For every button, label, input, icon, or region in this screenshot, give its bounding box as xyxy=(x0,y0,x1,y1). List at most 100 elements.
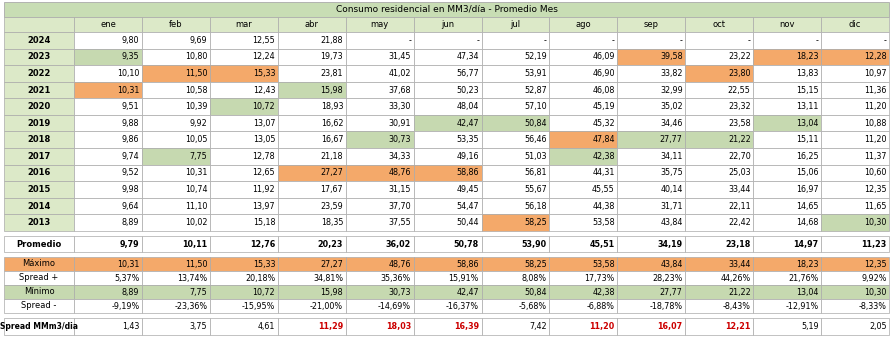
Text: 19,73: 19,73 xyxy=(321,52,343,61)
Bar xyxy=(549,115,617,131)
Text: 13,97: 13,97 xyxy=(253,202,275,211)
Bar xyxy=(210,131,278,148)
Bar xyxy=(210,49,278,65)
Text: 11,20: 11,20 xyxy=(864,135,887,144)
Bar xyxy=(4,181,74,198)
Text: 53,90: 53,90 xyxy=(522,240,547,248)
Bar xyxy=(210,198,278,214)
Bar xyxy=(821,318,889,335)
Bar xyxy=(413,198,481,214)
Bar xyxy=(753,49,821,65)
Bar xyxy=(210,65,278,82)
Text: 50,84: 50,84 xyxy=(524,119,547,128)
Text: -: - xyxy=(408,36,411,45)
Bar xyxy=(821,65,889,82)
Text: 41,02: 41,02 xyxy=(388,69,411,78)
Bar xyxy=(210,17,278,32)
Bar xyxy=(210,271,278,285)
Bar xyxy=(346,148,413,165)
Text: 57,10: 57,10 xyxy=(524,102,547,111)
Bar xyxy=(753,214,821,231)
Bar xyxy=(346,131,413,148)
Bar xyxy=(481,49,549,65)
Text: 44,31: 44,31 xyxy=(592,168,615,178)
Text: 3,75: 3,75 xyxy=(189,322,207,331)
Bar xyxy=(753,115,821,131)
Text: 52,87: 52,87 xyxy=(524,86,547,95)
Text: 7,75: 7,75 xyxy=(189,152,207,161)
Bar xyxy=(413,98,481,115)
Bar xyxy=(278,181,346,198)
Text: 8,89: 8,89 xyxy=(122,287,139,297)
Text: 56,46: 56,46 xyxy=(524,135,547,144)
Text: 32,99: 32,99 xyxy=(660,86,683,95)
Bar xyxy=(753,65,821,82)
Bar xyxy=(346,115,413,131)
Text: 30,73: 30,73 xyxy=(388,135,411,144)
Text: -: - xyxy=(884,36,887,45)
Bar xyxy=(4,32,74,49)
Bar xyxy=(346,236,413,252)
Text: 2015: 2015 xyxy=(28,185,51,194)
Bar xyxy=(210,285,278,299)
Bar xyxy=(278,236,346,252)
Text: 56,18: 56,18 xyxy=(524,202,547,211)
Text: 2021: 2021 xyxy=(28,86,51,95)
Text: 34,19: 34,19 xyxy=(657,240,683,248)
Text: 33,44: 33,44 xyxy=(729,259,751,269)
Bar xyxy=(685,49,753,65)
Bar xyxy=(413,214,481,231)
Text: 34,33: 34,33 xyxy=(388,152,411,161)
Bar xyxy=(278,32,346,49)
Bar xyxy=(753,236,821,252)
Text: 11,50: 11,50 xyxy=(185,69,207,78)
Bar xyxy=(413,299,481,313)
Bar xyxy=(74,299,142,313)
Text: 28,23%: 28,23% xyxy=(653,274,683,282)
Bar xyxy=(346,17,413,32)
Text: 50,44: 50,44 xyxy=(456,218,479,227)
Bar xyxy=(278,299,346,313)
Text: 17,67: 17,67 xyxy=(321,185,343,194)
Bar xyxy=(142,148,210,165)
Bar xyxy=(481,236,549,252)
Bar xyxy=(142,318,210,335)
Bar xyxy=(413,236,481,252)
Text: nov: nov xyxy=(780,20,795,29)
Text: 31,45: 31,45 xyxy=(388,52,411,61)
Bar xyxy=(4,236,74,252)
Bar xyxy=(753,299,821,313)
Text: 15,33: 15,33 xyxy=(253,259,275,269)
Bar xyxy=(413,82,481,98)
Bar xyxy=(481,271,549,285)
Bar xyxy=(481,181,549,198)
Bar xyxy=(753,98,821,115)
Text: 16,67: 16,67 xyxy=(321,135,343,144)
Text: 49,16: 49,16 xyxy=(456,152,479,161)
Text: 2019: 2019 xyxy=(28,119,51,128)
Text: 21,22: 21,22 xyxy=(728,287,751,297)
Bar xyxy=(210,115,278,131)
Text: 48,76: 48,76 xyxy=(388,168,411,178)
Text: 11,92: 11,92 xyxy=(253,185,275,194)
Text: 5,19: 5,19 xyxy=(801,322,819,331)
Text: 22,70: 22,70 xyxy=(728,152,751,161)
Bar xyxy=(481,98,549,115)
Bar xyxy=(142,285,210,299)
Bar xyxy=(549,82,617,98)
Text: Spread -: Spread - xyxy=(21,302,56,310)
Text: -5,68%: -5,68% xyxy=(519,302,547,310)
Bar xyxy=(617,299,685,313)
Text: 10,11: 10,11 xyxy=(182,240,207,248)
Bar xyxy=(74,214,142,231)
Text: 11,20: 11,20 xyxy=(864,102,887,111)
Text: -9,19%: -9,19% xyxy=(111,302,139,310)
Bar xyxy=(278,318,346,335)
Text: 10,30: 10,30 xyxy=(864,287,887,297)
Bar xyxy=(481,65,549,82)
Bar xyxy=(549,318,617,335)
Text: 22,11: 22,11 xyxy=(728,202,751,211)
Text: 4,61: 4,61 xyxy=(258,322,275,331)
Text: 15,98: 15,98 xyxy=(321,287,343,297)
Text: 35,75: 35,75 xyxy=(660,168,683,178)
